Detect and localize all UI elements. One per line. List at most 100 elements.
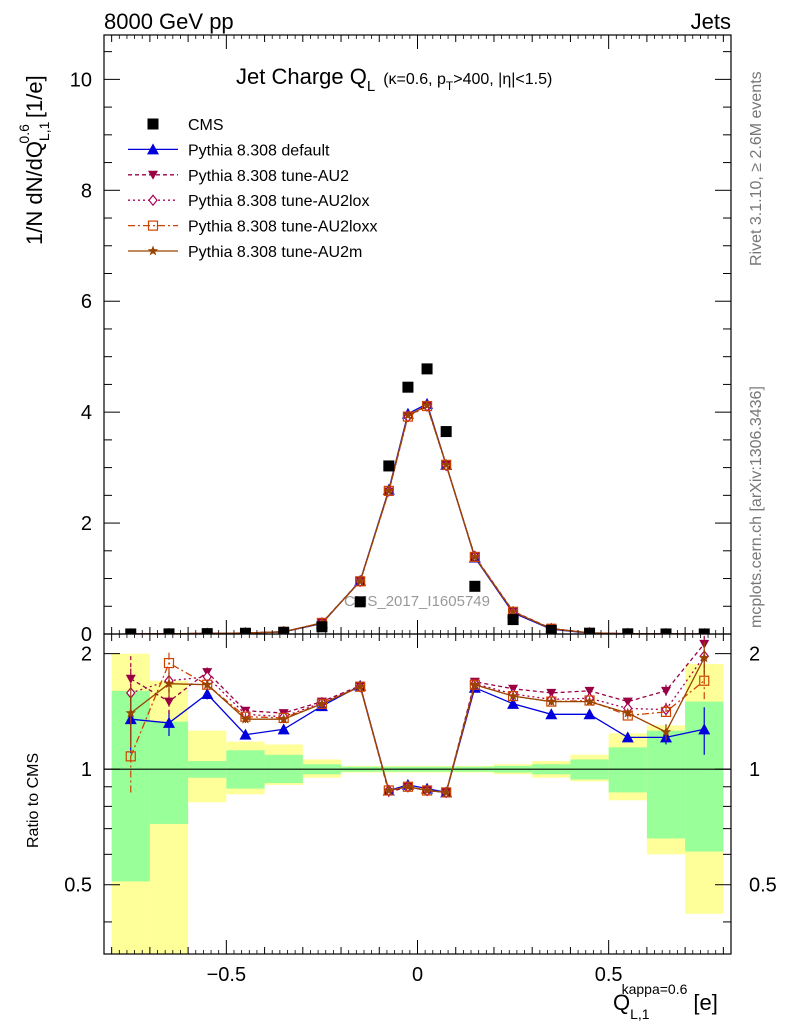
cms-data-point bbox=[278, 626, 290, 634]
ratio-marker-au2m bbox=[699, 652, 710, 663]
energy-label: 8000 GeV pp bbox=[104, 9, 234, 34]
legend-entry-cms: CMS bbox=[147, 117, 224, 134]
main-y-tick-label: 8 bbox=[81, 180, 92, 202]
uncertainty-band-green bbox=[608, 747, 647, 793]
legend-marker-au2loxx bbox=[147, 220, 159, 231]
ratio-y-tick-label-right: 1 bbox=[749, 759, 760, 781]
ratio-marker-default bbox=[621, 731, 634, 743]
cms-data-point bbox=[316, 621, 328, 633]
ratio-marker-au2m bbox=[383, 785, 395, 795]
main-y-tick-label: 6 bbox=[81, 291, 92, 313]
legend-marker-au2lox bbox=[148, 194, 158, 207]
ratio-marker-default bbox=[162, 716, 175, 728]
legend-entry-default: Pythia 8.308 default bbox=[128, 142, 330, 159]
ratio-marker-au2m bbox=[469, 679, 481, 690]
ratio-marker-default bbox=[698, 723, 711, 735]
cms-data-point bbox=[698, 628, 710, 634]
ratio-marker-au2m bbox=[202, 679, 213, 690]
main-line-au2m bbox=[130, 404, 705, 634]
x-tick-label: 0.5 bbox=[595, 964, 623, 986]
ratio-marker-default bbox=[277, 723, 290, 735]
main-y-tick-label: 2 bbox=[81, 513, 92, 535]
cms-data-point bbox=[125, 628, 137, 634]
category-label: Jets bbox=[691, 9, 731, 34]
rivet-version-text: Rivet 3.1.10, ≥ 2.6M events bbox=[748, 71, 765, 266]
uncertainty-band-green bbox=[646, 730, 686, 839]
legend-entry-au2lox: Pythia 8.308 tune-AU2lox bbox=[128, 193, 369, 210]
ratio-line-default bbox=[130, 684, 705, 794]
main-marker-au2m bbox=[469, 551, 481, 562]
legend-label-au2loxx: Pythia 8.308 tune-AU2loxx bbox=[188, 219, 377, 236]
ratio-marker-default bbox=[239, 728, 252, 740]
legend-marker-cms bbox=[147, 118, 159, 130]
ratio-y-tick-label: 0.5 bbox=[64, 875, 92, 897]
x-tick-label: 0 bbox=[412, 964, 423, 986]
ratio-marker-au2m bbox=[240, 713, 251, 724]
ratio-plot-area bbox=[104, 634, 731, 954]
cms-data-point bbox=[584, 627, 596, 634]
cms-data-point bbox=[354, 596, 366, 608]
uncertainty-band-green bbox=[149, 721, 189, 824]
main-marker-au2m bbox=[402, 410, 414, 420]
ratio-marker-au2loxx bbox=[660, 706, 672, 718]
mcplots-text: mcplots.cern.ch [arXiv:1306.3436] bbox=[748, 386, 765, 628]
ratio-marker-au2loxx bbox=[163, 657, 175, 669]
ratio-marker-au2m bbox=[421, 785, 433, 795]
legend-marker-au2m bbox=[147, 245, 159, 256]
ratio-marker-au2 bbox=[584, 686, 595, 696]
ratio-marker-au2m bbox=[440, 786, 452, 797]
main-marker-au2m bbox=[421, 400, 433, 410]
ratio-marker-default bbox=[201, 687, 214, 699]
cms-data-point bbox=[469, 580, 481, 592]
ratio-marker-default bbox=[507, 697, 520, 709]
ratio-y-tick-label: 2 bbox=[81, 644, 92, 666]
cms-data-point bbox=[507, 614, 519, 626]
cms-data-point bbox=[622, 628, 634, 634]
legend-label-cms: CMS bbox=[188, 117, 224, 134]
ratio-marker-au2 bbox=[163, 697, 174, 707]
ratio-marker-au2m bbox=[622, 707, 633, 718]
cms-data-point bbox=[421, 363, 433, 375]
legend-entry-au2loxx: Pythia 8.308 tune-AU2loxx bbox=[128, 219, 377, 236]
ratio-marker-au2m bbox=[546, 696, 557, 706]
main-marker-au2m bbox=[354, 575, 366, 586]
cms-data-point bbox=[239, 627, 251, 634]
main-y-tick-label: 4 bbox=[81, 402, 92, 424]
main-marker-au2m bbox=[507, 606, 519, 617]
ratio-marker-default bbox=[545, 708, 558, 720]
ratio-marker-au2 bbox=[661, 686, 672, 696]
cms-data-point bbox=[383, 460, 395, 472]
legend-label-au2m: Pythia 8.308 tune-AU2m bbox=[188, 244, 362, 261]
main-y-axis-label: 1/N dN/dQL,10.6[1/e] bbox=[16, 75, 52, 245]
cms-data-point bbox=[201, 628, 213, 634]
ratio-marker-au2loxx bbox=[125, 751, 136, 762]
main-y-tick-label: 10 bbox=[70, 69, 92, 91]
ratio-y-tick-label-right: 0.5 bbox=[749, 875, 777, 897]
legend-label-au2lox: Pythia 8.308 tune-AU2lox bbox=[188, 193, 369, 210]
cms-data-point bbox=[402, 381, 414, 393]
ratio-marker-au2m bbox=[163, 678, 175, 689]
ratio-marker-au2m bbox=[278, 713, 289, 724]
ratio-marker-au2m bbox=[584, 696, 595, 706]
ratio-y-tick-label: 1 bbox=[81, 759, 92, 781]
ratio-marker-au2m bbox=[507, 690, 519, 701]
ratio-marker-au2m bbox=[316, 698, 328, 709]
main-y-tick-label: 0 bbox=[81, 624, 92, 646]
ratio-y-axis-label: Ratio to CMS bbox=[25, 753, 42, 848]
legend-marker-default bbox=[147, 143, 159, 155]
x-axis-label: QL,1kappa=0.6[e] bbox=[613, 981, 718, 1022]
legend-label-au2: Pythia 8.308 tune-AU2 bbox=[188, 168, 349, 185]
cms-data-point bbox=[440, 426, 452, 438]
cms-data-point bbox=[163, 628, 175, 634]
ratio-line-au2m bbox=[130, 657, 705, 794]
cms-data-point bbox=[660, 628, 672, 634]
ratio-marker-default bbox=[583, 708, 596, 720]
analysis-watermark: CMS_2017_I1605749 bbox=[344, 593, 490, 610]
cms-data-point bbox=[545, 624, 557, 634]
legend-entry-au2m: Pythia 8.308 tune-AU2m bbox=[128, 244, 362, 261]
ratio-marker-au2loxx bbox=[699, 675, 710, 686]
ratio-marker-au2m bbox=[402, 781, 414, 792]
ratio-marker-au2 bbox=[622, 697, 633, 707]
legend-entry-au2: Pythia 8.308 tune-AU2 bbox=[128, 168, 349, 185]
main-marker-au2m bbox=[383, 485, 395, 496]
